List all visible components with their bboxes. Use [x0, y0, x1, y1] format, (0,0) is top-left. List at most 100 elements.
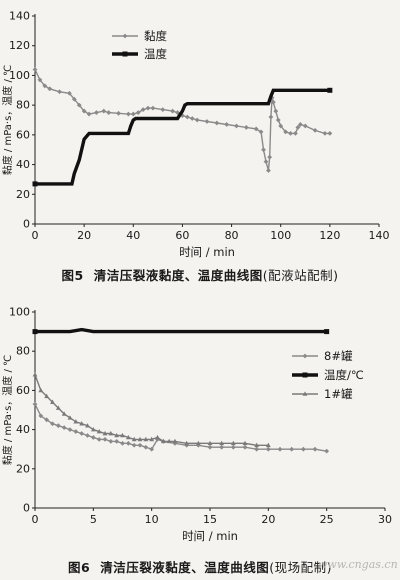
- fig6-y-tick-label: 80: [16, 345, 30, 358]
- fig6-series-0-point: [108, 438, 114, 444]
- fig5-series-0-point: [86, 111, 92, 117]
- fig6-y-tick-label: 60: [16, 384, 30, 397]
- fig6-series-0-point: [44, 417, 50, 423]
- fig5-series-1-line: [35, 88, 330, 186]
- fig5-x-tick-label: 100: [270, 229, 291, 242]
- fig6-series-2-line: [34, 374, 269, 447]
- fig5-series-0-point: [194, 117, 200, 123]
- fig5-series-0-point: [145, 105, 151, 111]
- fig5-series-0-point: [101, 108, 107, 114]
- fig5-y-tick-label: 80: [16, 99, 30, 112]
- fig6-series-0-point: [254, 446, 260, 452]
- fig6-series-0-point: [242, 444, 248, 450]
- fig5-series-1: [32, 87, 333, 187]
- watermark: www.cngas.cn: [318, 558, 398, 571]
- fig6-legend-label: 1#罐: [324, 387, 353, 401]
- fig5-y-tick-label: 100: [9, 69, 30, 82]
- fig5-series-0-point: [312, 128, 318, 133]
- fig6-series-2-point: [219, 440, 225, 446]
- fig5-series-0-point: [214, 120, 220, 126]
- fig6-series-2-point: [265, 442, 271, 448]
- fig6-legend-marker: [302, 391, 308, 396]
- fig6-series-2-point: [155, 434, 160, 440]
- fig6-x-tick-label: 25: [320, 513, 334, 526]
- fig6-series-0-point: [73, 429, 79, 434]
- fig6-y-tick-label: 20: [16, 462, 30, 475]
- fig6-series-0-point: [131, 442, 137, 448]
- fig5-series-0-point: [94, 110, 99, 115]
- fig6-series-0-line: [34, 403, 327, 452]
- fig6-series-0-point: [172, 440, 178, 446]
- fig6-x-axis-label: 时间 / min: [182, 529, 238, 543]
- fig6-series-2-point: [242, 440, 248, 446]
- fig5-series-0-point: [327, 130, 333, 136]
- fig6-series-1-point: [32, 329, 38, 335]
- fig5-series-0-point: [273, 108, 279, 114]
- fig6-series-2-point: [184, 440, 190, 446]
- fig5-series-0-point: [297, 122, 303, 127]
- fig5-series-0-point: [270, 99, 276, 105]
- fig6-series-2-point: [50, 399, 55, 404]
- fig6-series-2-point: [137, 436, 143, 442]
- fig6-series-0-point: [90, 435, 96, 440]
- fig6-series-2-point: [85, 423, 90, 428]
- fig6-series-2-point: [207, 440, 213, 446]
- figure-5-title-note: (配液站配制): [262, 268, 339, 283]
- fig5-series-0-point: [135, 110, 141, 115]
- fig5-series-0-point: [130, 111, 136, 117]
- fig5-series-0-point: [322, 130, 328, 136]
- figure-6-title: 清洁压裂液黏度、温度曲线图: [100, 560, 270, 575]
- fig5-series-0-point: [57, 89, 62, 95]
- fig6-series-2-point: [96, 428, 102, 434]
- fig5-x-tick-label: 40: [126, 229, 140, 242]
- fig5-y-tick-label: 40: [16, 158, 30, 171]
- fig5-x-tick-label: 140: [369, 229, 390, 242]
- fig5-y-axis-label: 黏度 / mPa·s，温度 / ℃: [1, 65, 14, 176]
- fig6-x-tick-label: 0: [32, 513, 39, 526]
- fig6-series-2-point: [143, 436, 149, 442]
- fig6-legend-label: 温度/℃: [324, 368, 364, 382]
- figure-5-title: 清洁压裂液黏度、温度曲线图: [93, 268, 263, 283]
- fig5-y-tick-label: 20: [16, 188, 30, 201]
- fig6-series-0-point: [102, 437, 108, 442]
- fig6-series-2-point: [79, 421, 85, 426]
- fig6-legend-marker: [302, 353, 308, 359]
- fig5-series-0-point: [125, 111, 131, 117]
- fig6-legend: 8#罐温度/℃ 1#罐: [292, 349, 364, 401]
- fig5-series-0-point: [278, 123, 284, 129]
- fig5-series-0-point: [47, 86, 53, 92]
- fig5-series-0-point: [81, 108, 87, 114]
- fig6-series-0-point: [32, 401, 38, 407]
- fig5-x-tick-label: 60: [175, 229, 189, 242]
- fig6-series-0-point: [114, 438, 120, 444]
- fig6-series-0-point: [324, 448, 330, 454]
- fig5-series-0-point: [283, 129, 289, 135]
- fig5-x-tick-label: 120: [319, 229, 340, 242]
- fig5-series-0-point: [268, 114, 274, 120]
- fig5-y-tick-label: 0: [23, 218, 30, 231]
- fig6-series-2-point: [166, 438, 172, 444]
- fig6-series-0-point: [79, 431, 85, 436]
- fig5-series-0-point: [261, 147, 266, 153]
- fig6-series-0-point: [143, 444, 149, 450]
- fig5-series-0-point: [189, 116, 195, 121]
- fig6-series-2-point: [149, 436, 155, 442]
- fig5-series-0-point: [253, 126, 259, 132]
- fig6-y-axis-label: 黏度 / mPa·s，温度 / ℃: [1, 355, 14, 466]
- fig6-series-0-point: [277, 446, 283, 452]
- fig5-series-0-point: [180, 113, 185, 118]
- fig6-series-0-point: [207, 444, 213, 450]
- fig5-series-0-point: [224, 122, 230, 127]
- fig6-series-2-point: [44, 393, 50, 399]
- fig5-y-tick-label: 60: [16, 128, 30, 141]
- fig6-series-1: [32, 327, 330, 335]
- fig6-series-0-point: [61, 425, 67, 431]
- fig5-y-tick-label: 120: [9, 39, 30, 52]
- figure-5-label: 图5: [61, 268, 84, 283]
- fig6-series-2-point: [114, 432, 120, 438]
- fig6-series-2-point: [102, 430, 108, 436]
- fig6-series-2-point: [254, 442, 260, 448]
- fig5-legend-marker: [122, 51, 128, 57]
- fig6-series-0-point: [85, 433, 90, 438]
